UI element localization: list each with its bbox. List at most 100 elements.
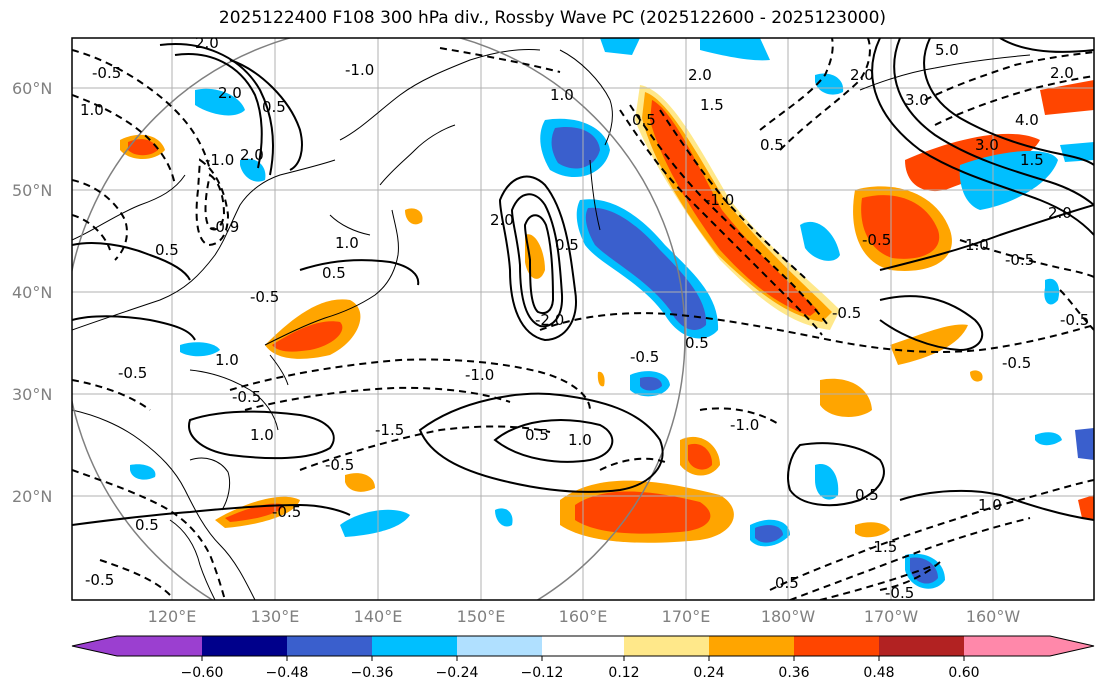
contour-label: 1.0 [568,431,592,449]
colorbar-segment [372,636,457,656]
contour-label: -0.5 [325,456,354,474]
contour-label: -0.5 [250,288,279,306]
lon-label: 120°E [148,607,197,626]
map-frame [71,37,1095,601]
contour-label: 4.0 [1015,111,1039,129]
colorbar-segment [709,636,794,656]
lat-label: 60°N [12,79,52,98]
contour-label: -1.5 [868,538,897,556]
rossby-wave-packet-circle [72,38,686,600]
contour-label: 1.0 [215,351,239,369]
contour-label: 1.0 [550,86,574,104]
colorbar-segment [964,636,1050,656]
contour-label: 0.5 [555,236,579,254]
lat-label: 20°N [12,487,52,506]
contour-label: -2.0 [535,311,564,329]
contour-label: 2.0 [1048,204,1072,222]
contour-label: -1.0 [705,191,734,209]
contour-labels: -0.5 2.0 2.0 0.5 -1.0 1.0 -1.0 2.0 -0.9 … [80,34,1089,602]
contour-label: 0.5 [685,334,709,352]
contour-label: -0.9 [210,218,239,236]
colorbar-tick-label: −0.48 [266,665,309,681]
graticule [72,38,1094,600]
contour-label: 1.5 [700,96,724,114]
colorbar-tick-label: −0.60 [181,665,224,681]
contour-label: -0.5 [832,304,861,322]
contour-label: -1.0 [730,416,759,434]
colorbar-segment [542,636,624,656]
lon-label: 160°W [966,607,1021,626]
colorbar-tick-label: 0.12 [608,665,639,681]
contour-label: 2.0 [490,211,514,229]
contour-label: 3.0 [905,91,929,109]
contour-label: -0.5 [272,503,301,521]
contour-label: 3.0 [975,136,999,154]
lon-label: 160°E [559,607,608,626]
contour-label: 2.0 [1050,64,1074,82]
lon-label: 170°E [662,607,711,626]
contour-label: -1.0 [205,151,234,169]
contour-label: -1.0 [465,366,494,384]
contour-label: 0.5 [262,98,286,116]
contour-label: 0.5 [775,574,799,592]
contour-label: -0.5 [885,584,914,602]
contour-label: -0.5 [630,348,659,366]
contour-label: 1.0 [965,236,989,254]
colorbar-tick-label: 0.36 [778,665,809,681]
contour-label: 2.0 [850,66,874,84]
colorbar-tick-label: 0.48 [863,665,894,681]
contour-label: -0.5 [118,364,147,382]
contour-label: 0.5 [525,426,549,444]
colorbar-segment [117,636,202,656]
contour-label: 2.0 [218,84,242,102]
map-area: -0.5 2.0 2.0 0.5 -1.0 1.0 -1.0 2.0 -0.9 … [72,34,1094,602]
colorbar-segment [457,636,542,656]
colorbar-ticks [201,656,965,661]
contour-label: -0.5 [1002,354,1031,372]
contour-label: 5.0 [935,41,959,59]
contour-label: 2.0 [688,66,712,84]
colorbar-segment [879,636,964,656]
contour-label: -0.5 [92,64,121,82]
contour-label: 1.0 [80,101,104,119]
colorbar-outline [71,635,1095,657]
contour-label: -0.5 [1060,311,1089,329]
lon-label: 140°E [354,607,403,626]
longitude-labels: 120°E 130°E 140°E 150°E 160°E 170°E 180°… [148,607,1021,626]
contour-label: 0.5 [135,516,159,534]
colorbar-tick-label: 0.60 [948,665,979,681]
shaded-positive-fields [120,80,1094,543]
map-title: 2025122400 F108 300 hPa div., Rossby Wav… [218,8,887,28]
coastlines [72,49,1031,600]
lon-label: 130°E [251,607,300,626]
colorbar-tick-label: −0.12 [521,665,564,681]
lon-label: 170°W [864,607,919,626]
contour-label: -1.5 [375,421,404,439]
colorbar-segment [202,636,287,656]
colorbar-tick-label: −0.24 [436,665,479,681]
contour-label: -0.5 [862,231,891,249]
latitude-labels: 60°N 50°N 40°N 30°N 20°N [12,79,52,506]
contour-label: -1.0 [345,61,374,79]
contour-label: 0.5 [760,136,784,154]
contour-label: 0.5 [632,111,656,129]
contour-label: 2.0 [240,146,264,164]
colorbar-segment [794,636,879,656]
contour-label: 0.5 [155,241,179,259]
lat-label: 50°N [12,181,52,200]
contour-label: 1.0 [978,496,1002,514]
contour-label: 1.0 [250,426,274,444]
lat-label: 30°N [12,385,52,404]
contour-label: -0.5 [85,571,114,589]
contours-negative [72,38,1094,600]
contour-label: 0.5 [855,486,879,504]
contour-label: 1.0 [335,234,359,252]
colorbar: −0.60 −0.48 −0.36 −0.24 −0.12 0.12 0.24 … [71,635,1095,681]
contour-label: -0.5 [1005,251,1034,269]
contour-label: 1.5 [1020,151,1044,169]
contour-label: 2.0 [195,34,219,52]
contours-positive [72,38,1094,526]
colorbar-tick-label: 0.24 [693,665,724,681]
lon-label: 180°W [761,607,816,626]
